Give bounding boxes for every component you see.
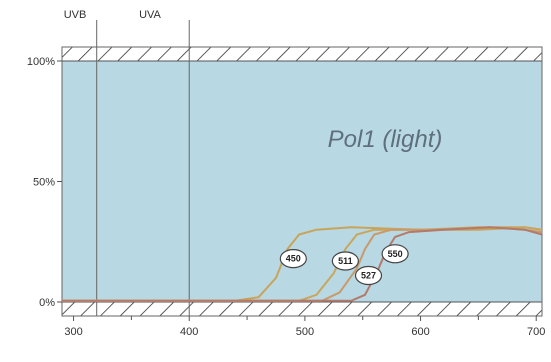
series-label-bubble-450 [279, 249, 307, 269]
x-tick-label-600: 600 [411, 326, 429, 338]
series-label-bubble-527 [354, 265, 383, 286]
x-tick-label-500: 500 [296, 326, 314, 338]
chart-title: Pol1 (light) [328, 126, 443, 153]
bottom-hatch-band [61, 301, 543, 317]
axes: 300 400 500 600 700 0% 50% 100% [27, 56, 546, 338]
y-tick-label-50: 50% [33, 177, 55, 189]
series-label-527: 527 [361, 270, 376, 280]
series-label-450: 450 [286, 254, 301, 264]
band-dividers: UVB UVA [64, 9, 190, 316]
y-tick-label-100: 100% [27, 56, 55, 68]
y-tick-label-0: 0% [39, 297, 55, 309]
series-label-511: 511 [338, 256, 353, 266]
x-tick-label-300: 300 [64, 326, 82, 338]
top-hatch-band [61, 46, 543, 62]
plot-area [61, 46, 543, 317]
series-label-bubble-511 [331, 251, 359, 271]
series-label-bubble-550 [381, 244, 409, 264]
series-line-550 [62, 226, 543, 302]
band-label-uvb: UVB [64, 9, 87, 21]
series-label-550: 550 [388, 249, 403, 259]
plot-background [62, 47, 542, 316]
series-line-450 [62, 226, 543, 302]
band-label-uva: UVA [139, 9, 161, 21]
series-group [62, 226, 543, 302]
x-tick-label-400: 400 [180, 326, 198, 338]
series-labels: 450 511 527 550 [279, 244, 409, 286]
x-tick-label-700: 700 [527, 326, 545, 338]
